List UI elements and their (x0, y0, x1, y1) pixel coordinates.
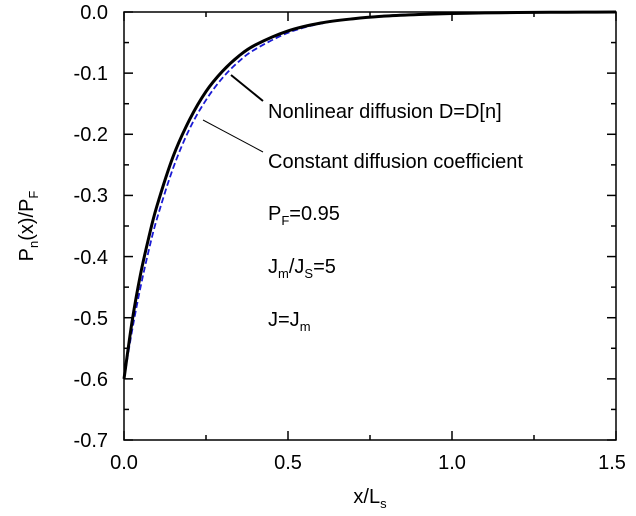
nonlinear-diffusion-line (122, 10, 617, 380)
constant-annotation: Constant diffusion coefficient (268, 151, 523, 173)
constant-leader-line (202, 119, 264, 153)
pf-annotation: PF=0.95 (268, 203, 340, 228)
y-tick-label: -0.6 (74, 369, 108, 391)
x-tick-label: 0.5 (274, 452, 302, 474)
nonlinear-leader-line (230, 74, 264, 102)
y-tick-label: -0.2 (74, 124, 108, 146)
y-tick-label: -0.4 (74, 247, 108, 269)
y-tick-label: -0.3 (74, 185, 108, 207)
x-tick-label: 1.5 (598, 452, 626, 474)
y-axis-title: Pn(x)/PF (16, 191, 41, 262)
y-tick-label: 0.0 (80, 2, 108, 24)
y-tick-label: -0.1 (74, 63, 108, 85)
x-tick-label: 0.0 (110, 452, 138, 474)
x-tick-label: 1.0 (438, 452, 466, 474)
x-axis-title: x/Ls (353, 486, 387, 511)
ratio-annotation: Jm/JS=5 (268, 256, 336, 281)
plot-curves (122, 10, 617, 380)
current-annotation: J=Jm (268, 309, 311, 334)
axis-ticks (123, 11, 617, 441)
y-tick-label: -0.5 (74, 308, 108, 330)
nonlinear-annotation: Nonlinear diffusion D=D[n] (268, 101, 502, 123)
y-tick-label: -0.7 (74, 430, 108, 452)
plot-frame (123, 11, 617, 441)
constant-diffusion-line (123, 11, 617, 380)
